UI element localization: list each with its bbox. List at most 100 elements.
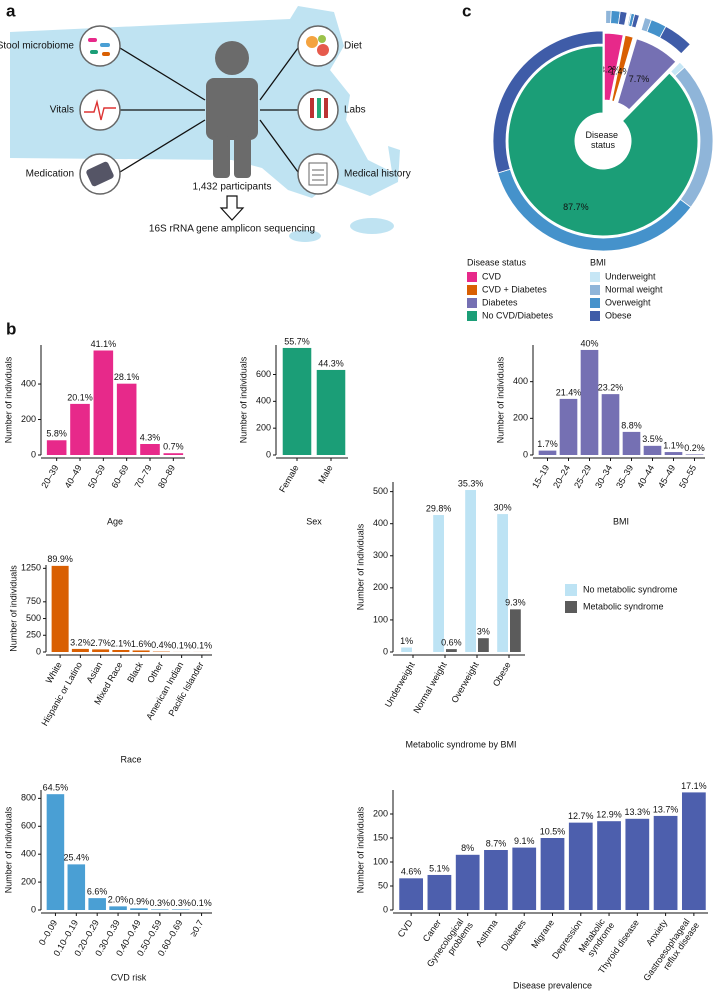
- x-axis-title: Age: [107, 516, 123, 526]
- legend-label: No metabolic syndrome: [583, 584, 678, 594]
- bar-label: 89.9%: [47, 554, 73, 564]
- bar: [512, 847, 537, 910]
- bar: [130, 908, 148, 910]
- bar: [427, 874, 452, 910]
- food: [306, 36, 318, 48]
- bar-label: 20.1%: [67, 392, 93, 402]
- y-axis-title: Number of individuals: [355, 523, 365, 610]
- bar: [580, 349, 599, 455]
- bar-label: 4.6%: [401, 867, 422, 877]
- bar: [478, 638, 489, 652]
- y-tick-label: 0: [383, 646, 388, 656]
- arrow: [219, 195, 245, 221]
- y-tick-label: 800: [21, 793, 36, 803]
- tube: [310, 98, 314, 118]
- input-label: Diet: [344, 41, 362, 52]
- x-tick-label: 50–59: [86, 463, 107, 490]
- bar-label: 5.8%: [46, 429, 67, 439]
- legend-swatch: [467, 285, 477, 295]
- bar: [559, 398, 578, 455]
- legend-title: Disease status: [467, 257, 527, 267]
- bar: [109, 906, 127, 910]
- bar: [399, 878, 424, 910]
- bar: [455, 854, 480, 910]
- y-tick-label: 600: [256, 369, 271, 379]
- bar: [685, 454, 704, 455]
- bar-label: 0.1%: [171, 640, 192, 650]
- bar-label: 2.0%: [108, 895, 129, 905]
- bar: [151, 909, 169, 910]
- y-tick-label: 500: [373, 486, 388, 496]
- bar-label: 10.5%: [540, 826, 566, 836]
- y-axis-title: Number of individuals: [3, 356, 13, 443]
- bar: [163, 453, 184, 455]
- x-tick-label: Overweight: [449, 660, 481, 705]
- bar: [465, 490, 476, 652]
- y-tick-label: 200: [373, 808, 388, 818]
- bar: [140, 444, 160, 455]
- x-tick-label: Female: [277, 463, 301, 494]
- legend-swatch: [467, 298, 477, 308]
- y-tick-label: 0: [523, 449, 528, 459]
- x-tick-label: Male: [316, 463, 334, 485]
- x-tick-label: 0–0.09: [37, 918, 59, 947]
- icon-diet: [297, 25, 339, 67]
- bar-label: 23.2%: [598, 383, 624, 393]
- ecg: [84, 99, 116, 121]
- bar-label: 55.7%: [284, 336, 310, 346]
- y-tick-label: 400: [256, 396, 271, 406]
- bar-label: 30%: [494, 502, 512, 512]
- y-tick-label: 200: [513, 413, 528, 423]
- bar-label: 6.6%: [87, 887, 108, 897]
- bar: [433, 515, 444, 652]
- legend-swatch: [590, 272, 600, 282]
- bar: [540, 838, 565, 910]
- y-tick-label: 1250: [21, 563, 41, 573]
- icon-details: [84, 35, 329, 187]
- legend-label: CVD + Diabetes: [482, 284, 547, 294]
- y-tick-label: 250: [26, 630, 41, 640]
- bar-label: 29.8%: [426, 503, 452, 513]
- bar-label: 1.1%: [663, 440, 684, 450]
- bar-label: 25.4%: [64, 853, 90, 863]
- x-tick-label: Asian: [84, 660, 104, 684]
- legend-swatch: [590, 298, 600, 308]
- x-tick-label: 40–44: [635, 463, 656, 490]
- legend-label: Obese: [605, 310, 632, 320]
- bar: [625, 818, 650, 910]
- y-axis-title: Number of individuals: [495, 356, 505, 443]
- y-tick-label: 200: [373, 582, 388, 592]
- food: [318, 35, 326, 43]
- tube: [317, 98, 321, 118]
- y-tick-label: 150: [373, 832, 388, 842]
- bar: [88, 898, 106, 910]
- legend-swatch: [565, 601, 577, 613]
- x-axis-title: BMI: [613, 516, 629, 526]
- donut-outer-segment: [492, 30, 604, 174]
- icon-vitals: [79, 89, 121, 131]
- y-tick-label: 300: [373, 550, 388, 560]
- bar: [116, 383, 137, 455]
- icon-microbiome: [79, 25, 121, 67]
- donut-label: 1.4%: [610, 66, 631, 76]
- bar-label: 12.9%: [596, 810, 622, 820]
- x-axis-title: Disease prevalence: [513, 980, 592, 990]
- bar-label: 44.3%: [318, 358, 344, 368]
- y-tick-label: 100: [373, 614, 388, 624]
- bar: [510, 609, 521, 652]
- input-label: Stool microbiome: [0, 41, 74, 52]
- bar: [92, 649, 110, 652]
- x-tick-label: Gastroesophageal reflux disease: [642, 915, 702, 989]
- y-tick-label: 400: [373, 518, 388, 528]
- bar: [112, 649, 130, 652]
- donut-wedge: [616, 38, 677, 111]
- bar-label: 0.6%: [441, 637, 462, 647]
- input-label: Medication: [26, 169, 74, 180]
- donut-label: 7.7%: [629, 74, 650, 84]
- y-tick-label: 0: [266, 449, 271, 459]
- legend-title: BMI: [590, 257, 606, 267]
- y-tick-label: 200: [21, 876, 36, 886]
- x-tick-label: 45–49: [656, 463, 677, 490]
- bar: [497, 514, 508, 652]
